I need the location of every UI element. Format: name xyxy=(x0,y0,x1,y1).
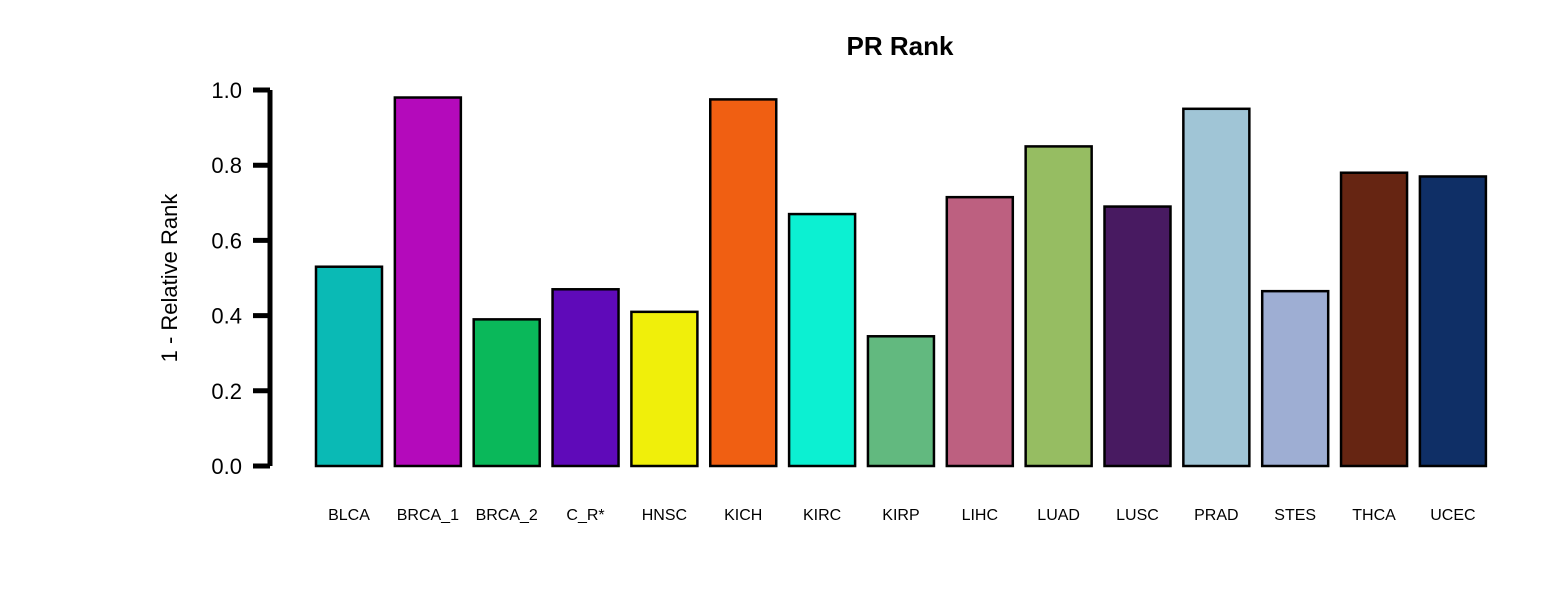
x-tick-label: BRCA_1 xyxy=(397,507,459,524)
x-tick-label: UCEC xyxy=(1430,507,1475,524)
x-tick-label: STES xyxy=(1274,507,1316,524)
x-tick-label: LUAD xyxy=(1037,507,1080,524)
y-axis-label: 1 - Relative Rank xyxy=(157,193,182,363)
bar-hnsc xyxy=(630,310,699,468)
bar-prad xyxy=(1182,107,1251,468)
bar-luad xyxy=(1024,145,1093,468)
x-tick-label: BLCA xyxy=(328,507,370,524)
bar-thca xyxy=(1339,171,1409,468)
x-tick-label: KIRC xyxy=(803,507,841,524)
y-tick-label: 0.0 xyxy=(211,454,242,479)
bar-brca-2 xyxy=(472,318,541,468)
bar-brca-1 xyxy=(393,96,463,468)
bar-c-r xyxy=(551,288,620,468)
x-tick-label: KICH xyxy=(724,507,762,524)
bar-kirc xyxy=(787,212,857,468)
x-tick-label: HNSC xyxy=(642,507,687,524)
y-tick-label: 0.2 xyxy=(211,379,242,404)
x-tick-label: LUSC xyxy=(1116,507,1159,524)
x-tick-label: BRCA_2 xyxy=(476,507,538,524)
x-tick-label: KIRP xyxy=(882,507,919,524)
y-tick-label: 0.6 xyxy=(211,228,242,253)
x-tick-label: C_R* xyxy=(566,507,604,524)
bar-stes xyxy=(1260,289,1330,468)
bars-group xyxy=(314,96,1488,468)
x-tick-label: PRAD xyxy=(1194,507,1238,524)
y-tick-label: 0.8 xyxy=(211,153,242,178)
x-tick-label: THCA xyxy=(1352,507,1396,524)
bar-blca xyxy=(314,265,384,468)
y-tick-label: 1.0 xyxy=(211,78,242,103)
y-tick-label: 0.4 xyxy=(211,304,242,329)
x-tick-label: LIHC xyxy=(962,507,998,524)
x-axis-labels: BLCA BRCA_1 BRCA_2 C_R* HNSC KICH KIRC KIRP LIHC… xyxy=(328,507,1475,524)
bar-ucec xyxy=(1418,175,1488,468)
y-axis: 0.0 0.2 0.4 0.6 0.8 1.0 xyxy=(211,78,273,479)
bar-kich xyxy=(709,98,778,468)
chart-title: PR Rank xyxy=(847,31,954,61)
bar-lusc xyxy=(1103,205,1172,468)
bar-kirp xyxy=(866,335,936,468)
bar-lihc xyxy=(945,195,1015,468)
